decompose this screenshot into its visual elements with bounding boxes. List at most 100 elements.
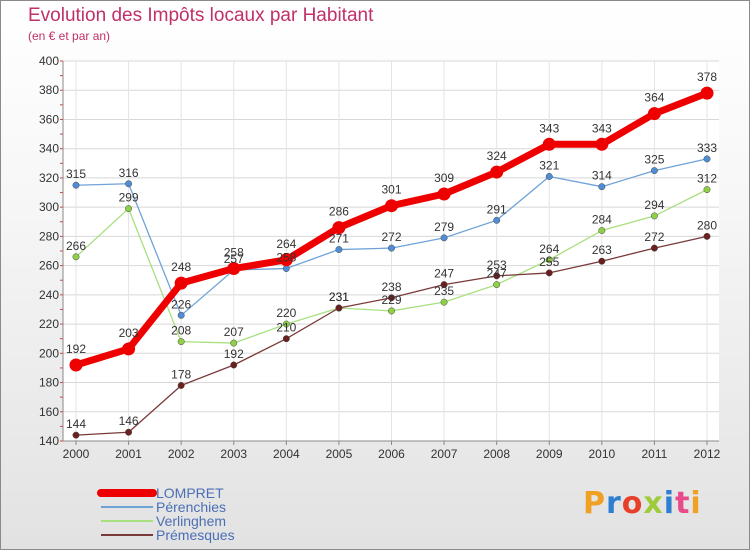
data-label: 192 xyxy=(224,347,244,361)
logo-letter: x xyxy=(643,486,664,521)
data-label: 220 xyxy=(276,306,296,320)
data-label: 272 xyxy=(381,230,401,244)
data-point xyxy=(493,272,501,280)
y-tick-label: 220 xyxy=(39,317,59,331)
logo-letter: o xyxy=(621,486,644,521)
data-point xyxy=(647,107,661,121)
data-point xyxy=(440,234,448,242)
data-point xyxy=(177,311,185,319)
y-tick-label: 300 xyxy=(39,200,59,214)
legend-label: LOMPRET xyxy=(156,485,224,501)
data-point xyxy=(227,262,241,276)
data-label: 280 xyxy=(697,218,717,232)
x-tick-label: 2010 xyxy=(588,447,615,461)
data-label: 272 xyxy=(644,230,664,244)
data-point xyxy=(388,244,395,252)
data-label: 315 xyxy=(66,167,86,181)
x-tick-label: 2000 xyxy=(63,447,90,461)
data-label: 284 xyxy=(592,213,612,227)
grid xyxy=(63,60,719,442)
legend-label: Verlinghem xyxy=(156,513,226,529)
data-label: 264 xyxy=(539,242,559,256)
data-point xyxy=(282,320,290,328)
chart-title: Evolution des Impôts locaux par Habitant xyxy=(28,5,374,26)
data-label: 247 xyxy=(487,267,507,281)
x-tick-label: 2003 xyxy=(220,447,247,461)
data-label: 333 xyxy=(697,141,717,155)
data-point xyxy=(703,155,711,163)
data-label: 257 xyxy=(224,252,244,266)
data-label: 309 xyxy=(434,171,454,185)
x-tick-label: 2011 xyxy=(642,447,668,461)
data-label: 314 xyxy=(592,169,612,183)
y-tick-label: 200 xyxy=(39,346,59,360)
data-point xyxy=(493,216,501,224)
data-label: 229 xyxy=(381,293,401,307)
data-point xyxy=(650,167,658,175)
data-point xyxy=(440,281,448,289)
data-point xyxy=(177,338,185,346)
data-point xyxy=(279,253,293,267)
data-label: 207 xyxy=(224,325,244,339)
data-point xyxy=(598,257,606,265)
data-label: 235 xyxy=(434,284,454,298)
y-tick-label: 140 xyxy=(39,434,59,448)
data-label: 321 xyxy=(539,158,559,172)
data-label: 263 xyxy=(592,243,612,257)
data-point xyxy=(490,165,504,179)
data-label: 210 xyxy=(276,321,296,335)
y-tick-label: 180 xyxy=(39,376,59,390)
data-point xyxy=(703,232,711,240)
data-point xyxy=(125,180,133,188)
x-tick-label: 2004 xyxy=(273,447,300,461)
data-point xyxy=(545,269,553,277)
x-tick-label: 2005 xyxy=(326,447,353,461)
data-point xyxy=(437,187,451,201)
data-label: 316 xyxy=(119,166,139,180)
data-point xyxy=(598,227,606,234)
data-label: 294 xyxy=(644,198,664,212)
data-label: 253 xyxy=(487,258,507,272)
data-label: 255 xyxy=(539,255,559,269)
legend-label: Pérenchies xyxy=(156,499,226,515)
data-point xyxy=(230,361,238,369)
series-lines xyxy=(69,86,714,439)
data-label: 301 xyxy=(381,183,401,197)
data-point xyxy=(125,428,133,436)
data-point xyxy=(174,276,188,290)
data-label: 378 xyxy=(697,70,717,84)
data-point xyxy=(440,298,448,306)
y-tick-label: 260 xyxy=(39,259,59,273)
logo-letter: t xyxy=(675,486,691,521)
data-point xyxy=(282,335,290,343)
logo-letter: i xyxy=(690,486,702,521)
data-label: 312 xyxy=(697,172,717,186)
y-tick-label: 280 xyxy=(39,229,59,243)
data-point xyxy=(72,431,80,439)
data-point xyxy=(545,256,553,264)
data-point xyxy=(332,221,346,235)
y-tick-label: 320 xyxy=(39,171,59,185)
y-tick-label: 340 xyxy=(39,142,59,156)
logo-letter: P xyxy=(583,486,606,521)
y-tick-label: 360 xyxy=(39,112,59,126)
data-point xyxy=(650,244,658,252)
y-tick-label: 380 xyxy=(39,83,59,97)
data-label: 231 xyxy=(329,290,349,304)
data-label: 325 xyxy=(644,153,664,167)
data-point xyxy=(125,205,133,213)
data-label: 271 xyxy=(329,232,349,246)
x-tick-label: 2002 xyxy=(168,447,195,461)
data-point xyxy=(703,186,711,194)
data-point xyxy=(542,137,556,151)
data-point xyxy=(493,281,501,289)
data-point xyxy=(388,307,395,315)
logo-letter: r xyxy=(606,486,622,521)
data-point xyxy=(595,137,609,151)
data-label: 146 xyxy=(119,414,139,428)
data-point xyxy=(650,212,658,220)
data-point xyxy=(230,339,238,347)
